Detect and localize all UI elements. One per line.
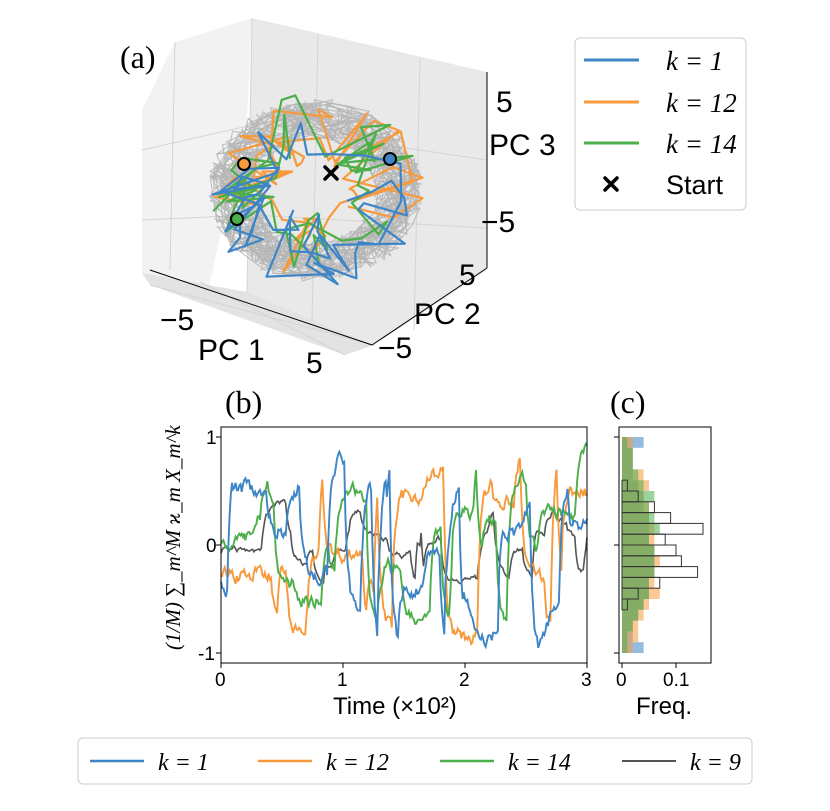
timeseries-k12: [220, 457, 588, 647]
colored-trajectories: [211, 94, 424, 286]
hist-bar-k14: [622, 458, 633, 470]
legend-a-label-k14: k = 14: [666, 129, 737, 159]
c-xaxis-label: Freq.: [636, 693, 692, 720]
legend-a-label-k1: k = 1: [666, 46, 723, 76]
pc2-tick-neg5: −5: [378, 332, 412, 365]
hist-bar-k14: [622, 620, 633, 632]
panel-b-timeseries: 1 0 -1 0 1 2 3 Time (×10²) (1/M) ∑_m^M ϰ…: [161, 384, 592, 720]
hist-bar-k14: [622, 545, 655, 556]
timeseries-k14: [220, 441, 588, 625]
b-xtick-2: 2: [459, 670, 470, 691]
pc1-axis-label: PC 1: [198, 334, 265, 367]
hist-bar-k9: [621, 479, 628, 492]
hist-bar-k14: [622, 566, 655, 578]
b-xtick-0: 0: [215, 670, 226, 691]
pc1-tick-5: 5: [306, 347, 323, 380]
legend-bottom: k = 1 k = 12 k = 14 k = 9: [77, 737, 753, 785]
hist-bar-k14: [622, 469, 639, 481]
hist-bar-k14: [622, 642, 628, 653]
panel-c-label: (c): [610, 384, 646, 420]
pane-back-left: [142, 18, 252, 290]
end-marker-k1: [383, 152, 397, 166]
hist-bar-k14: [622, 512, 655, 524]
hist-bar-k14: [622, 523, 660, 535]
legend-a-start-marker: [603, 176, 619, 192]
legend-b-label-k9: k = 9: [690, 750, 741, 776]
b-xtick-3: 3: [581, 670, 592, 691]
trajectory-k14: [212, 94, 414, 268]
pane-back-right: [247, 18, 487, 345]
hist-bar-k14: [622, 534, 649, 545]
hist-bar-k14: [622, 437, 628, 448]
hist-bar-k14: [622, 609, 639, 621]
legend-b-label-k14: k = 14: [508, 750, 571, 776]
b-xaxis-label: Time (×10²): [333, 693, 457, 720]
hist-bar-k9: [621, 490, 639, 503]
pc3-tick-5: 5: [496, 86, 513, 119]
hist-bar-k14: [622, 588, 649, 599]
hist-bar-k14: [622, 447, 633, 459]
c-xtick-0.1: 0.1: [663, 670, 689, 691]
c-xtick-0: 0: [616, 670, 627, 691]
timeseries-lines: [220, 441, 588, 650]
start-marker: [323, 165, 339, 181]
b-ytick-1: 1: [206, 428, 217, 449]
legend-b-label-k1: k = 1: [158, 750, 209, 776]
legend-b-label-k12: k = 12: [326, 750, 389, 776]
pc2-tick-5: 5: [459, 259, 476, 292]
trajectory-k1: [211, 122, 408, 286]
timeseries-k9: [220, 498, 588, 585]
hist-bar-k12: [622, 631, 639, 643]
axis-lines: [149, 72, 488, 346]
legend-a-label-start: Start: [666, 170, 724, 200]
b-ytick-0: 0: [206, 536, 217, 557]
histogram-bars: [621, 437, 704, 653]
panel-a-3d-plot: −5 5 5 −5 5 −5 PC 1 PC 2 PC 3 (a) k = 1 …: [120, 17, 747, 380]
panel-a-label: (a): [120, 39, 156, 75]
end-marker-k14: [230, 212, 244, 226]
b-yaxis-label: (1/M) ∑_m^M ϰ_m X_m^k: [161, 425, 185, 650]
panel-b-label: (b): [225, 384, 262, 420]
hist-bar-k14: [622, 480, 644, 491]
pc3-axis-label: PC 3: [489, 129, 556, 162]
hist-bar-k14: [622, 501, 649, 513]
legend-panel-a: k = 1 k = 12 k = 14 Start: [574, 37, 747, 211]
pc1-tick-neg5: −5: [160, 304, 194, 337]
hist-bar-k14: [622, 555, 655, 567]
timeseries-k1: [220, 449, 588, 650]
b-xtick-1: 1: [337, 670, 348, 691]
plot-b-frame: [220, 426, 588, 664]
hist-bar-k14: [622, 631, 628, 643]
hist-bar-k14: [622, 599, 644, 610]
legend-a-label-k12: k = 12: [666, 88, 737, 118]
bg-trajectory: [216, 102, 421, 279]
panel-c-histogram: 0 0.1 Freq. (c): [610, 384, 712, 720]
b-ytick-neg1: -1: [198, 644, 215, 665]
pc2-axis-label: PC 2: [414, 298, 481, 331]
pc3-tick-neg5: −5: [481, 206, 515, 239]
hist-bar-k14: [622, 577, 649, 589]
end-marker-k12: [237, 157, 251, 171]
